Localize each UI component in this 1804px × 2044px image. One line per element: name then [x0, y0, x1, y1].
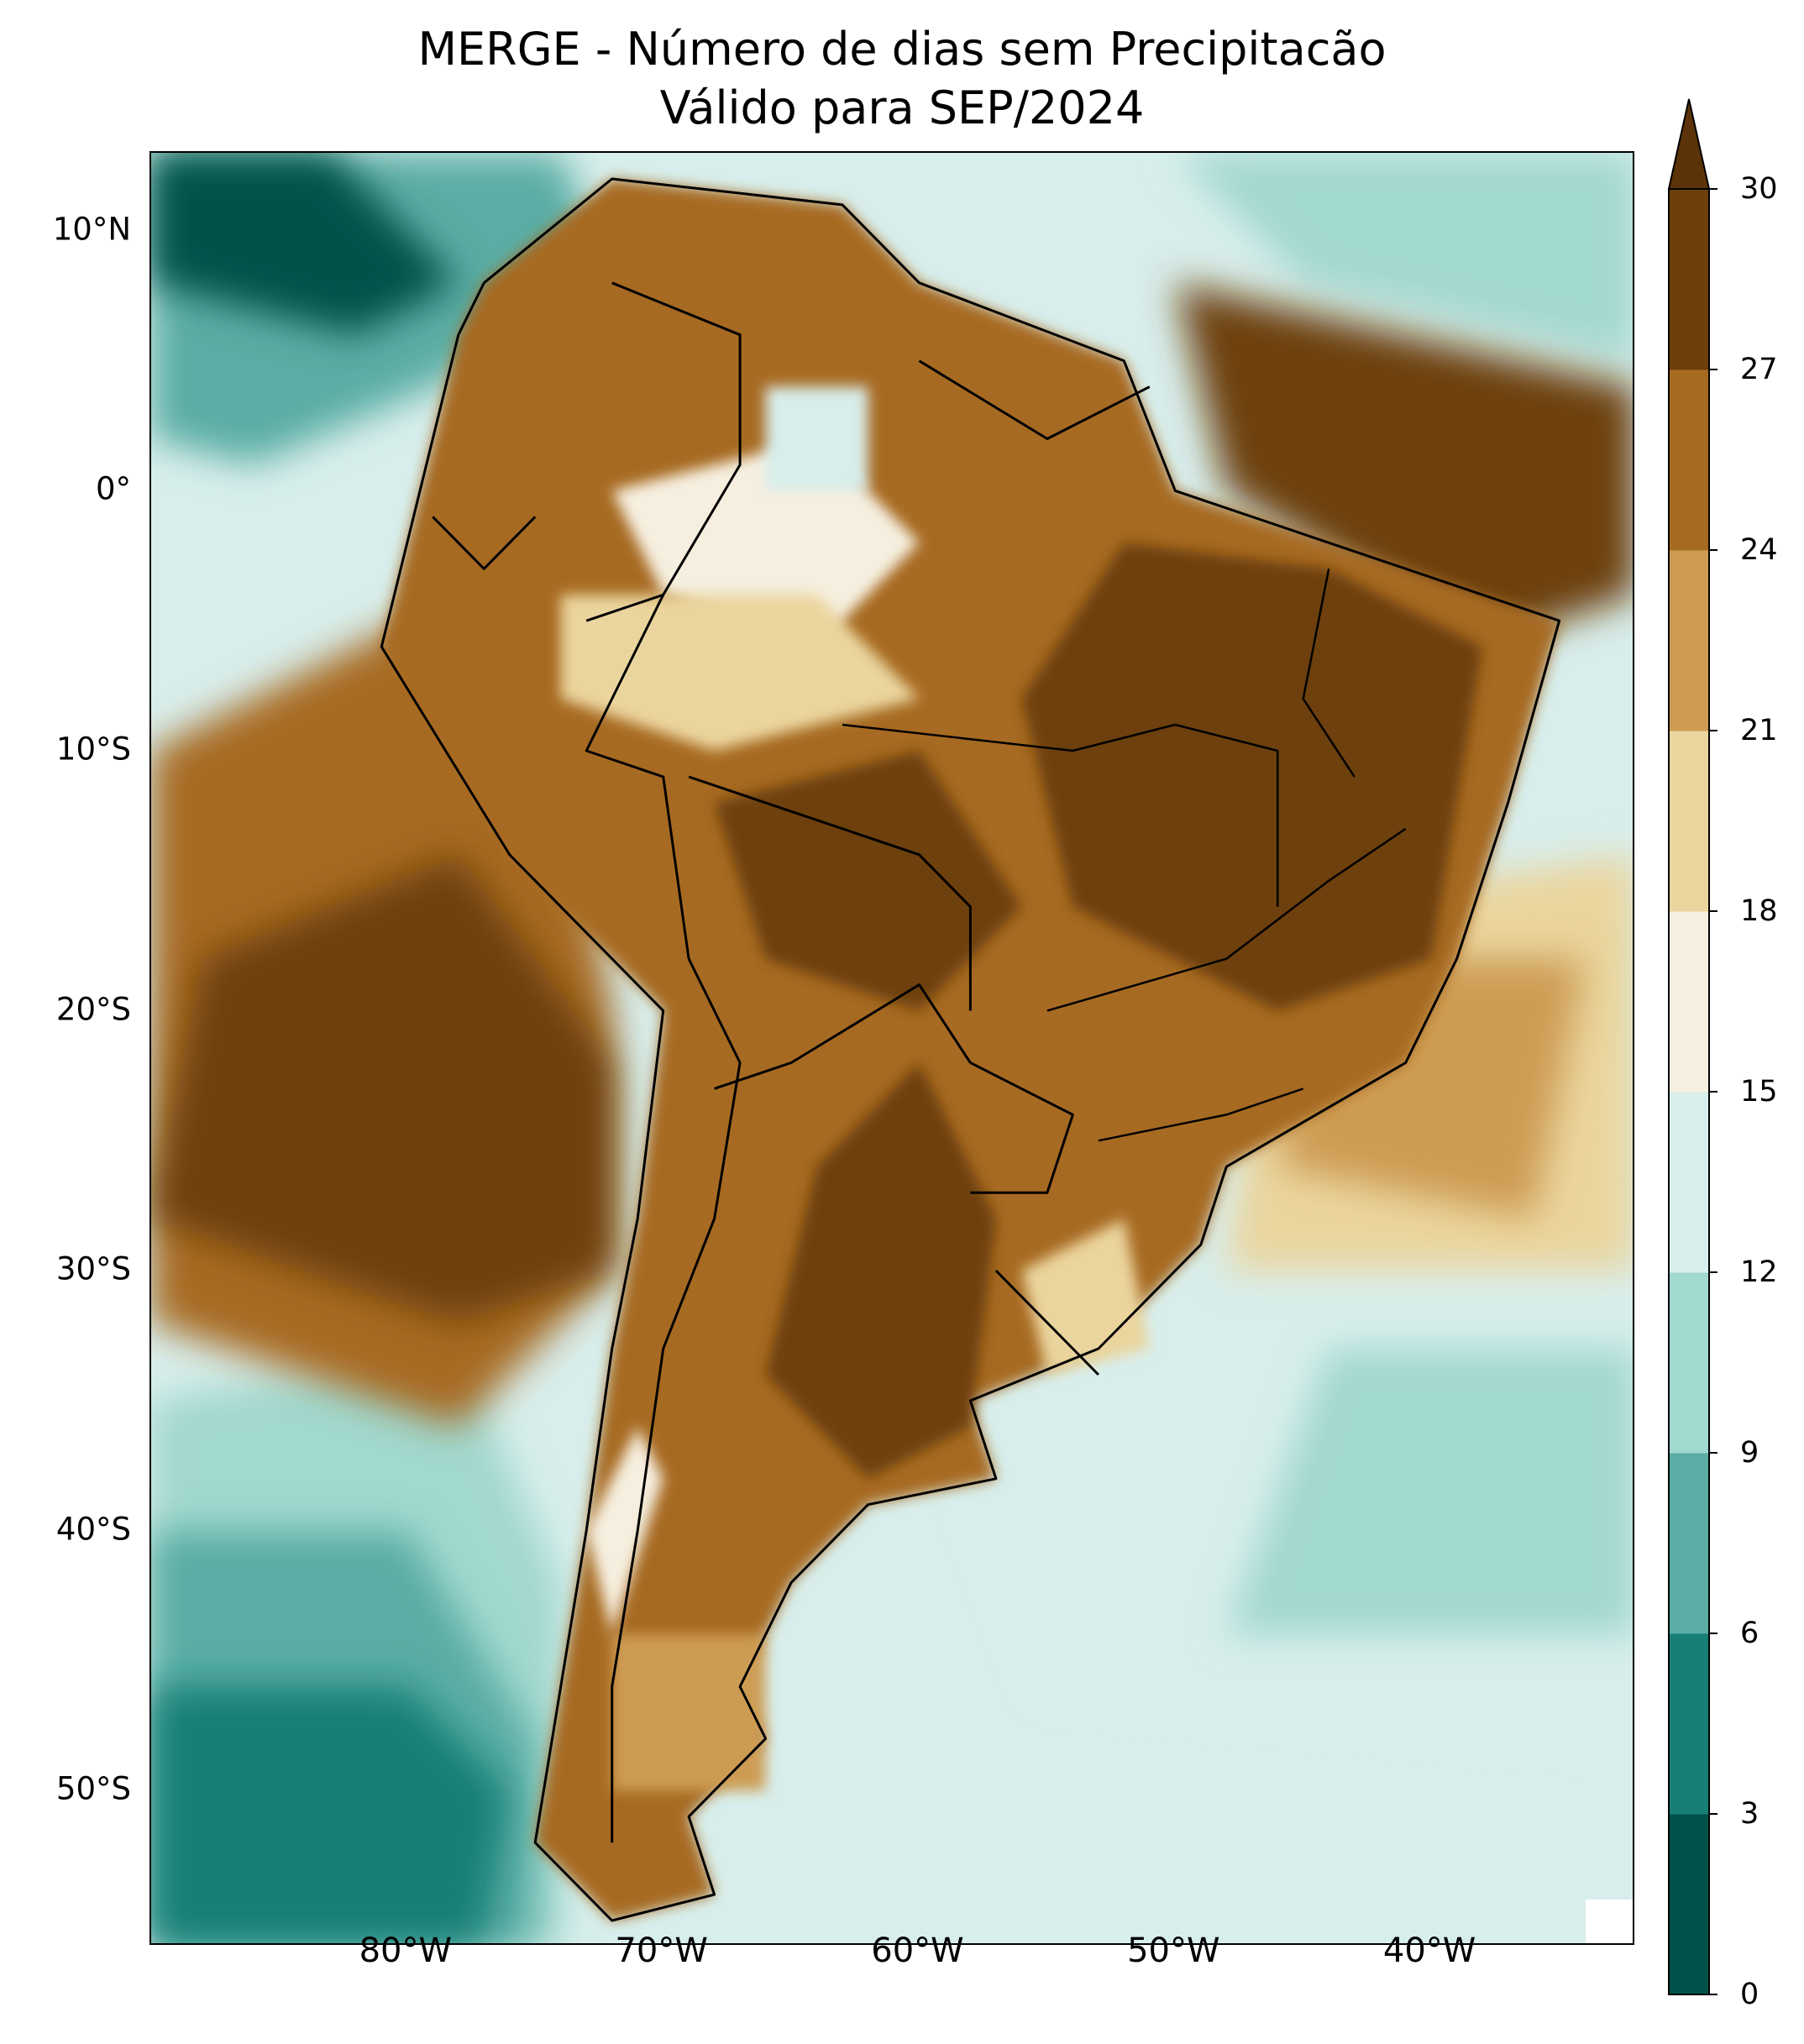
- lat-tick-label: 10°S: [55, 731, 131, 768]
- field-region: [714, 751, 1022, 1011]
- field-region: [1175, 282, 1633, 647]
- border-line: [585, 594, 690, 959]
- lat-tick-label: 0°: [95, 470, 131, 507]
- colorbar-tick-label: 21: [1740, 714, 1778, 747]
- lon-tick-label: 60°W: [871, 1931, 964, 1970]
- lon-tick-label: 80°W: [359, 1931, 453, 1970]
- field-region: [765, 1062, 996, 1479]
- lon-tick-label: 70°W: [615, 1931, 708, 1970]
- border-line: [842, 723, 1176, 752]
- colorbar-segment: [1669, 1453, 1709, 1634]
- border-line: [1098, 1088, 1304, 1142]
- field-region: [151, 854, 612, 1323]
- colorbar-tick-label: 18: [1740, 894, 1778, 928]
- colorbar-segment: [1669, 369, 1709, 551]
- border-line: [994, 1270, 1099, 1376]
- border-line: [918, 359, 1151, 440]
- colorbar-tick-label: 3: [1740, 1797, 1759, 1831]
- logo-orbit-icon: [1619, 1937, 1634, 1945]
- field-region: [151, 153, 459, 335]
- map-title-line1: MERGE - Número de dias sem Precipitacão: [417, 23, 1387, 76]
- border-line: [714, 983, 972, 1090]
- field-region: [663, 230, 842, 309]
- colorbar: [1667, 98, 1717, 1995]
- lon-tick-label: 50°W: [1127, 1931, 1220, 1970]
- border-line: [969, 1061, 1074, 1194]
- field-region: [611, 1634, 766, 1791]
- field-region: [1021, 542, 1483, 1011]
- lat-tick-label: 20°S: [55, 991, 131, 1028]
- lat-tick-label: 10°N: [52, 211, 131, 248]
- data-field: [151, 153, 1633, 1943]
- border-line: [1302, 569, 1356, 778]
- border-line: [380, 177, 1561, 1922]
- colorbar-tick-label: 9: [1740, 1436, 1759, 1470]
- colorbar-segment: [1669, 1272, 1709, 1454]
- field-region: [151, 1686, 510, 1943]
- colorbar-segment: [1669, 1092, 1709, 1273]
- colorbar-tick-label: 6: [1740, 1617, 1759, 1650]
- lon-tick-label: 40°W: [1382, 1931, 1476, 1970]
- colorbar-tick-label: 27: [1740, 353, 1778, 386]
- colorbar-tick-label: 12: [1740, 1255, 1778, 1289]
- colorbar-segment: [1669, 189, 1709, 370]
- inpe-logo: INPE: [1586, 1900, 1634, 1945]
- map-canvas: [151, 153, 1633, 1943]
- field-region: [560, 595, 920, 751]
- colorbar-segment: [1669, 1633, 1709, 1815]
- map-title-line2: Válido para SEP/2024: [659, 81, 1145, 134]
- border-line: [585, 281, 742, 622]
- border-line: [1046, 827, 1407, 1012]
- colorbar-extend-arrow: [1667, 98, 1711, 190]
- border-line: [611, 958, 742, 1843]
- colorbar-tick-label: 24: [1740, 533, 1778, 567]
- colorbar-tick-label: 15: [1740, 1075, 1778, 1108]
- country-borders: [380, 177, 1561, 1922]
- field-region: [611, 438, 920, 647]
- colorbar-segment: [1669, 731, 1709, 912]
- colorbar-tick-label: 30: [1740, 172, 1778, 206]
- border-line: [688, 775, 972, 1011]
- precipitation-map: INPE: [149, 151, 1634, 1945]
- field-region: [1175, 153, 1633, 360]
- colorbar-segment: [1669, 911, 1709, 1093]
- colorbar-segment: [1669, 550, 1709, 731]
- lat-tick-label: 50°S: [55, 1770, 131, 1807]
- field-region: [1021, 1219, 1150, 1375]
- field-region: [765, 386, 868, 491]
- lat-tick-label: 30°S: [55, 1250, 131, 1287]
- lat-tick-label: 40°S: [55, 1511, 131, 1548]
- colorbar-tick-label: 0: [1740, 1978, 1759, 2011]
- field-region: [1226, 1349, 1633, 1635]
- border-line: [432, 516, 537, 570]
- inpe-logo-graphic: INPE: [1586, 1900, 1634, 1945]
- border-line: [1174, 723, 1279, 907]
- colorbar-segment: [1669, 1814, 1709, 1995]
